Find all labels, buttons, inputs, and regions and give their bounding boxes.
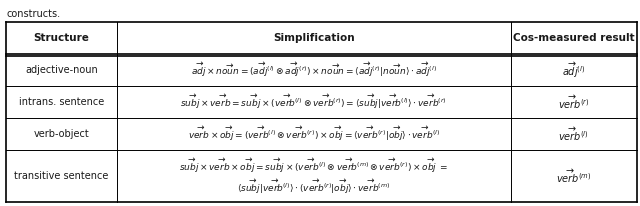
Text: $\overrightarrow{adj} \times \overrightarrow{noun} = (\overrightarrow{adj}^{(l)}: $\overrightarrow{adj} \times \overrighta… bbox=[191, 61, 436, 79]
Text: $\overrightarrow{verb}^{(r)}$: $\overrightarrow{verb}^{(r)}$ bbox=[558, 93, 589, 111]
Text: $\overrightarrow{adj}^{(l)}$: $\overrightarrow{adj}^{(l)}$ bbox=[562, 60, 586, 80]
Text: transitive sentence: transitive sentence bbox=[14, 171, 109, 181]
Text: $\overrightarrow{verb}^{(l)}$: $\overrightarrow{verb}^{(l)}$ bbox=[559, 125, 589, 143]
Text: adjective-noun: adjective-noun bbox=[25, 65, 98, 75]
Text: verb-object: verb-object bbox=[34, 129, 90, 139]
Text: Cos-measured result: Cos-measured result bbox=[513, 33, 635, 43]
Text: intrans. sentence: intrans. sentence bbox=[19, 97, 104, 107]
Text: $\overrightarrow{subj} \times \overrightarrow{verb} = \overrightarrow{subj} \tim: $\overrightarrow{subj} \times \overright… bbox=[180, 93, 447, 111]
Text: $\overrightarrow{verb}^{(m)}$: $\overrightarrow{verb}^{(m)}$ bbox=[556, 167, 591, 185]
Text: Structure: Structure bbox=[34, 33, 90, 43]
Text: $\overrightarrow{subj} \times \overrightarrow{verb} \times \overrightarrow{obj} : $\overrightarrow{subj} \times \overright… bbox=[179, 157, 448, 175]
Text: constructs.: constructs. bbox=[6, 9, 61, 19]
Text: Simplification: Simplification bbox=[273, 33, 355, 43]
Text: $\langle\overrightarrow{subj}|\overrightarrow{verb}^{(l)}\rangle \cdot (\overrig: $\langle\overrightarrow{subj}|\overright… bbox=[237, 178, 390, 196]
Text: $\overrightarrow{verb} \times \overrightarrow{obj} = (\overrightarrow{verb}^{(l): $\overrightarrow{verb} \times \overright… bbox=[188, 125, 440, 143]
